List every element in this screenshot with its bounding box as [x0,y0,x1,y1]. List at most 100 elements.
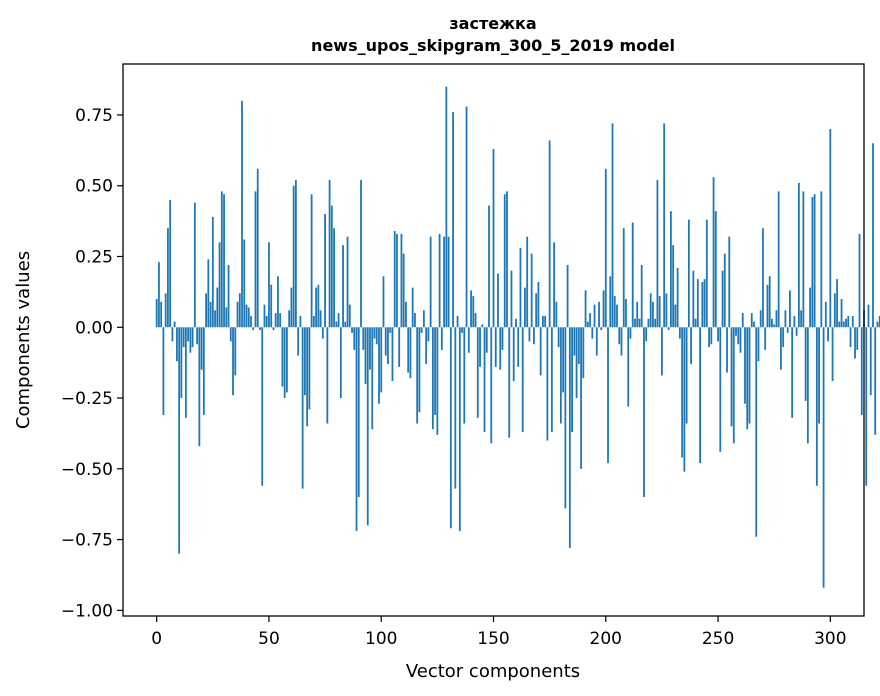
bar-266 [753,321,755,328]
bar-91 [360,180,362,328]
bar-69 [310,194,313,328]
bar-125 [436,327,439,435]
bar-189 [580,327,582,469]
x-tick-label: 50 [258,629,280,649]
x-axis-ticks: 0 50 100 150 200 250 300 [151,616,847,649]
bar-19 [198,327,201,447]
y-tick-label: −0.75 [61,531,113,551]
bars [155,86,880,588]
bar-308 [847,315,850,328]
bar-289 [804,327,807,401]
bar-142 [474,313,477,328]
bar-166 [528,327,531,342]
bar-300 [829,129,832,328]
bar-279 [782,327,785,348]
bar-43 [252,327,255,331]
bar-316 [865,327,868,486]
bar-211 [629,327,632,339]
bar-140 [470,290,472,328]
bar-263 [746,327,749,430]
bar-284 [793,315,796,328]
bar-173 [544,315,547,328]
bar-59 [288,310,291,328]
bar-278 [780,327,782,370]
bar-79 [333,228,335,328]
bar-294 [815,327,818,486]
bar-170 [537,281,540,328]
x-axis-label: Vector components [406,661,580,682]
bar-122 [429,236,432,328]
bar-296 [820,191,823,328]
bar-223 [656,180,659,328]
bar-155 [503,194,506,328]
bar-100 [380,327,383,393]
bar-46 [259,327,261,331]
bar-29 [220,191,223,328]
bar-214 [636,301,639,328]
bar-152 [497,273,499,328]
bar-201 [607,327,609,464]
bar-209 [625,298,627,328]
bar-2 [160,301,163,328]
chart-title-line1: застежка [449,14,536,33]
bar-218 [645,327,648,342]
bar-292 [811,197,814,328]
bar-180 [559,327,562,424]
bar-199 [602,290,605,328]
bar-147 [485,327,488,353]
bar-77 [328,180,331,328]
x-tick-label: 0 [151,629,162,649]
bar-14 [187,327,190,342]
bar-42 [250,315,252,328]
bar-45 [256,168,259,328]
bar-216 [640,264,643,328]
bar-120 [425,327,428,365]
bar-32 [227,264,230,328]
bar-47 [261,327,264,486]
bar-187 [575,327,578,399]
bar-150 [492,148,495,328]
bar-63 [297,327,300,356]
bar-5 [167,228,169,328]
bar-99 [378,327,380,404]
bar-21 [202,327,205,416]
bar-0 [155,298,158,328]
bar-318 [869,327,872,396]
bar-259 [737,327,740,345]
bar-70 [312,315,315,328]
bar-206 [618,327,621,345]
bar-68 [308,327,311,410]
bar-33 [229,327,232,342]
bar-195 [593,304,596,328]
bar-268 [757,327,760,362]
bar-240 [694,318,697,328]
bar-192 [586,321,589,328]
bar-236 [685,327,688,424]
bar-89 [355,327,358,532]
bar-87 [351,327,353,333]
bar-82 [339,327,342,399]
bar-310 [851,315,854,328]
bar-26 [214,310,216,328]
bar-124 [434,327,437,416]
bar-153 [499,327,502,370]
bar-34 [232,327,234,396]
bar-220 [649,293,652,328]
bar-281 [786,327,789,333]
bar-154 [501,327,504,350]
bar-190 [582,327,585,379]
bar-298 [824,301,827,328]
bar-10 [178,327,181,554]
bar-312 [856,327,859,350]
bar-145 [481,324,484,328]
bar-80 [335,321,338,328]
bar-264 [748,327,751,424]
bar-27 [216,287,219,328]
y-tick-label: 0.75 [75,106,113,126]
bar-49 [265,315,268,328]
bar-119 [422,310,425,328]
bar-83 [342,245,344,328]
bar-261 [741,313,744,328]
bar-297 [822,327,825,588]
bar-90 [357,327,360,498]
